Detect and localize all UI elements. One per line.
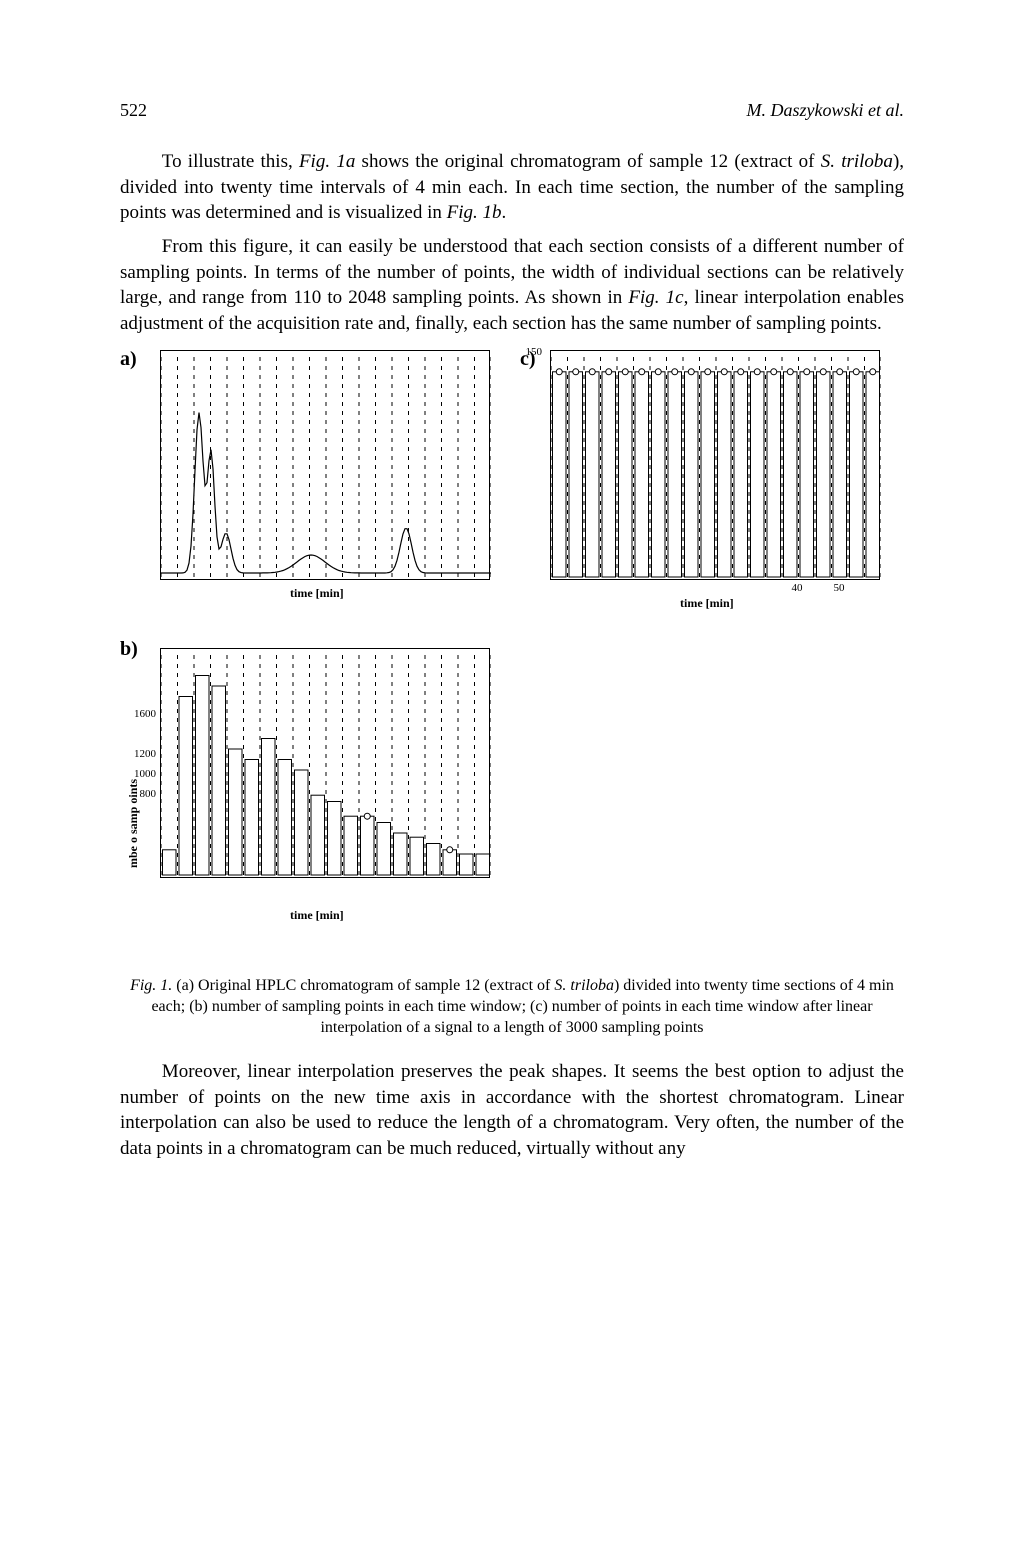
panel-b-ytick-1600: 1600: [128, 708, 156, 720]
panel-b-plot: [160, 648, 490, 878]
panel-c-ytick: 150: [518, 346, 542, 358]
panel-c-plot: [550, 350, 880, 580]
panel-b-xlabel: time [min]: [290, 908, 344, 923]
panel-c-xlabel: time [min]: [680, 596, 734, 611]
authors: M. Daszykowski et al.: [747, 100, 904, 121]
page-header: 522 M. Daszykowski et al.: [120, 100, 904, 121]
figure-1-caption: Fig. 1. (a) Original HPLC chromatogram o…: [130, 976, 894, 1038]
paragraph-2: From this figure, it can easily be under…: [120, 234, 904, 337]
figure-1: a) time [min] c) 150 40 50 time [min] b)…: [120, 348, 904, 968]
panel-c-xtick-50: 50: [827, 582, 851, 594]
panel-a-label: a): [120, 348, 137, 371]
panel-b-ytick-1200: 1200: [128, 748, 156, 760]
page-number: 522: [120, 100, 147, 121]
panel-a-plot: [160, 350, 490, 580]
panel-b-ytick-800: 800: [128, 788, 156, 800]
paragraph-1: To illustrate this, Fig. 1a shows the or…: [120, 149, 904, 226]
paragraph-3: Moreover, linear interpolation preserves…: [120, 1059, 904, 1162]
panel-c-xtick-40: 40: [785, 582, 809, 594]
panel-b-label: b): [120, 638, 138, 661]
panel-a-xlabel: time [min]: [290, 586, 344, 601]
panel-b-ytick-1000: 1000: [128, 768, 156, 780]
